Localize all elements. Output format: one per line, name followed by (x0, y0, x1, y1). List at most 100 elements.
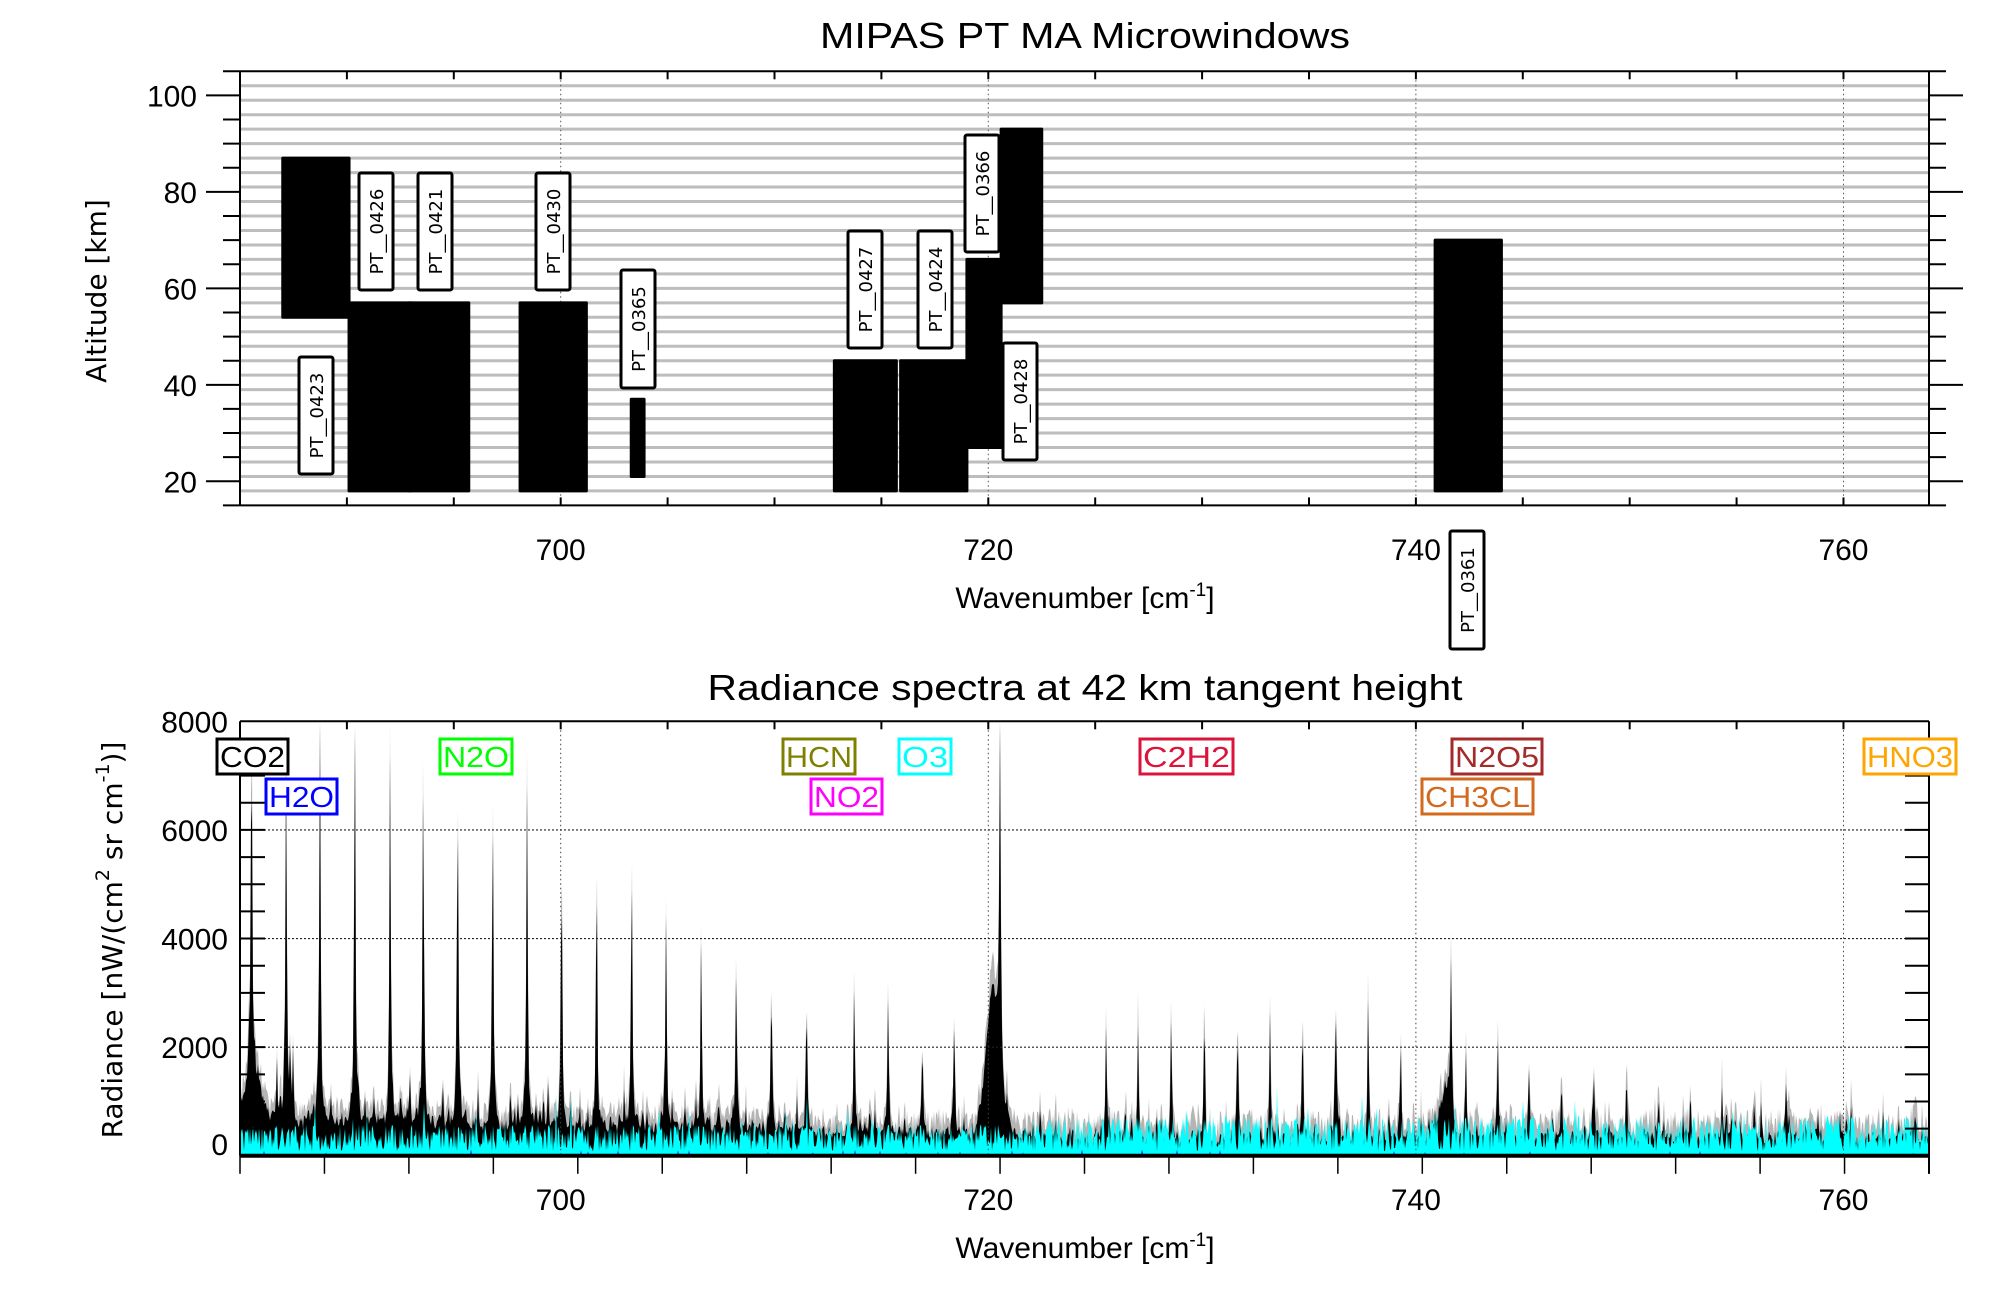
microwindow-label-box (297, 355, 335, 476)
species-label: C2H2 (1138, 737, 1235, 776)
microwindow-label: PT__0426 (357, 171, 395, 292)
microwindow-labels: PT__0423 PT__0426 PT__0421 PT__0430 PT__0365… (297, 133, 1486, 651)
y-tick-label: 60 (164, 273, 197, 306)
microwindow-label-text: PT__0426 (367, 189, 388, 275)
spectrum-total-series (240, 721, 1929, 1156)
y-tick-label: 40 (164, 370, 197, 403)
microwindow-label: PT__0423 (297, 355, 335, 476)
x-tick-label: 760 (1818, 1184, 1868, 1217)
radiance-spectra (240, 721, 1929, 1156)
species-label-box (1450, 737, 1544, 776)
microwindow-label-box (963, 133, 1001, 254)
microwindow-bar (832, 359, 898, 493)
microwindow-label-box (357, 171, 395, 292)
bottom-tick-labels: 700 720 740 760 0 2000 4000 6000 8000 (161, 706, 1868, 1217)
microwindow-label-box (846, 229, 884, 350)
microwindow-label-box (1001, 341, 1039, 462)
species-label: N2O (438, 737, 514, 776)
species-label-box (1138, 737, 1235, 776)
species-label: NO2 (809, 777, 884, 816)
species-labels: CO2 H2O N2O HCN NO2 O3 C2H2 N2O5 CH3CL HNO3 (215, 737, 1958, 816)
y-tick-label: 4000 (161, 924, 228, 957)
species-label-box (438, 737, 514, 776)
species-label: O3 (897, 737, 953, 776)
microwindow-bar (999, 127, 1044, 305)
species-label-text: HNO3 (1867, 742, 1953, 774)
species-label: HCN (781, 737, 857, 776)
bottom-grid (240, 721, 1929, 1156)
microwindow-bar (629, 397, 646, 478)
microwindow-label-box (1448, 529, 1486, 651)
species-label-box (215, 737, 290, 776)
top-x-axis-label: Wavenumber [cm-1] (955, 580, 1214, 615)
microwindow-label-text: PT__0424 (926, 247, 947, 333)
species-label-text: HCN (786, 742, 852, 774)
species-label: CH3CL (1420, 777, 1535, 816)
species-label-box (1420, 777, 1535, 816)
species-label-box (264, 777, 339, 816)
microwindow-label-text: PT__0427 (856, 247, 877, 333)
microwindow-bar (347, 301, 413, 493)
microwindow-label-text: PT__0361 (1458, 547, 1479, 633)
microwindow-bar (1433, 238, 1503, 493)
microwindow-bar (899, 359, 969, 493)
species-label-text: N2O5 (1455, 742, 1539, 774)
microwindow-label-text: PT__0365 (629, 286, 650, 372)
species-label-box (897, 737, 953, 776)
x-tick-label: 720 (963, 1184, 1013, 1217)
microwindow-label: PT__0365 (619, 268, 657, 390)
microwindow-label-box (916, 229, 954, 350)
species-label: CO2 (215, 737, 290, 776)
species-label-text: CH3CL (1425, 782, 1530, 814)
microwindow-label-text: PT__0421 (426, 189, 447, 275)
microwindow-label: PT__0428 (1001, 341, 1039, 462)
species-label-text: N2O (443, 742, 509, 774)
species-label: HNO3 (1862, 737, 1958, 776)
microwindow-bars (281, 127, 1503, 493)
microwindow-label-text: PT__0430 (544, 189, 565, 275)
y-tick-label: 100 (147, 80, 197, 113)
x-tick-label: 760 (1818, 534, 1868, 567)
x-tick-label: 740 (1391, 1184, 1441, 1217)
x-tick-label: 700 (536, 1184, 586, 1217)
species-label-box (1862, 737, 1958, 776)
species-label-box (781, 737, 857, 776)
microwindows-chart: 700 720 740 760 20 40 60 80 100 MIPAS PT MA Micr… (80, 15, 1963, 651)
microwindow-label-box (619, 268, 657, 390)
species-label-text: C2H2 (1143, 742, 1230, 774)
species-label-box (809, 777, 884, 816)
x-tick-label: 740 (1391, 534, 1441, 567)
microwindow-label: PT__0361 (1448, 529, 1486, 651)
microwindow-label-text: PT__0366 (973, 151, 994, 237)
y-tick-label: 20 (164, 466, 197, 499)
bottom-x-axis-label: Wavenumber [cm-1] (955, 1230, 1214, 1265)
microwindow-label-box (416, 171, 454, 292)
species-label: N2O5 (1450, 737, 1544, 776)
microwindow-bar (407, 301, 471, 493)
bottom-y-axis-label: Radiance [nW/(cm2 sr cm-1)] (92, 742, 129, 1139)
species-label-text: CO2 (220, 742, 285, 774)
top-chart-title: MIPAS PT MA Microwindows (820, 15, 1350, 56)
top-grid (240, 71, 1929, 506)
top-tick-labels: 700 720 740 760 20 40 60 80 100 (147, 80, 1869, 567)
species-label-text: H2O (269, 782, 334, 814)
top-axes (206, 70, 1963, 507)
y-tick-label: 6000 (161, 815, 228, 848)
y-tick-label: 80 (164, 177, 197, 210)
y-tick-label: 0 (211, 1129, 228, 1162)
microwindow-bar (965, 257, 1003, 450)
species-label: H2O (264, 777, 339, 816)
bottom-chart-title: Radiance spectra at 42 km tangent height (708, 667, 1463, 708)
microwindow-label: PT__0421 (416, 171, 454, 292)
y-tick-label: 2000 (161, 1032, 228, 1065)
microwindow-label: PT__0427 (846, 229, 884, 350)
microwindow-label: PT__0424 (916, 229, 954, 350)
microwindow-label-text: PT__0423 (307, 373, 328, 459)
microwindow-label: PT__0430 (534, 171, 572, 292)
spectrum-second-series (240, 1085, 1929, 1156)
microwindow-label: PT__0366 (963, 133, 1001, 254)
radiance-chart: 700 720 740 760 0 2000 4000 6000 8000 CO2 H2O N2O H… (92, 667, 1958, 1265)
microwindow-bar (281, 156, 351, 319)
species-label-text: NO2 (814, 782, 879, 814)
